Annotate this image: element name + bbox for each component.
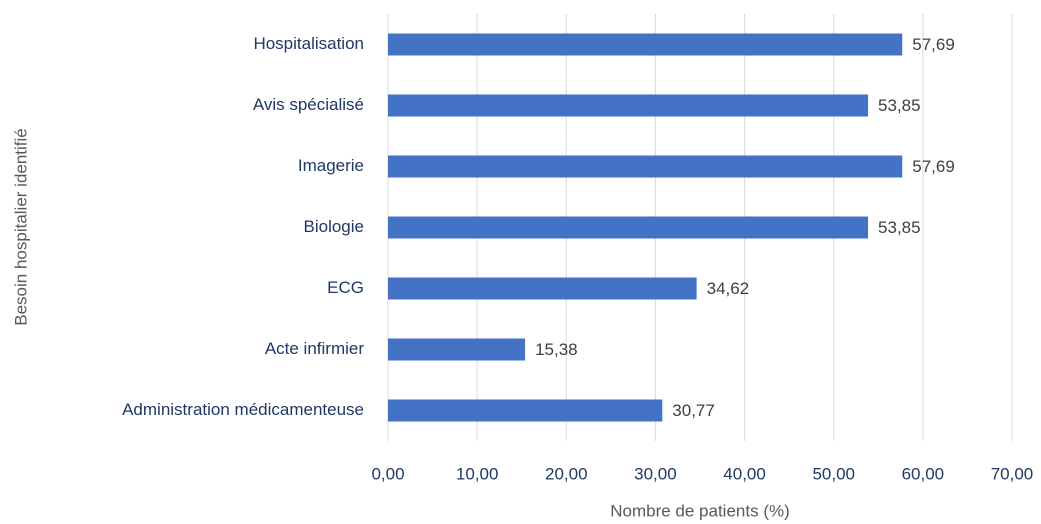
- y-axis-label: Besoin hospitalier identifié: [11, 128, 30, 326]
- value-label: 15,38: [535, 340, 578, 359]
- x-tick-label: 60,00: [902, 464, 945, 483]
- x-tick-label: 20,00: [545, 464, 588, 483]
- bar: [388, 399, 663, 422]
- x-tick-label: 70,00: [991, 464, 1034, 483]
- value-label: 30,77: [672, 401, 715, 420]
- value-label: 53,85: [878, 96, 921, 115]
- x-tick-label: 50,00: [812, 464, 855, 483]
- bar: [388, 33, 903, 56]
- bar: [388, 155, 903, 178]
- y-tick-label: Avis spécialisé: [253, 95, 364, 114]
- bar: [388, 94, 869, 117]
- x-axis-label: Nombre de patients (%): [610, 501, 790, 520]
- y-tick-label: Biologie: [304, 217, 365, 236]
- value-label: 57,69: [912, 157, 955, 176]
- y-tick-label: Hospitalisation: [253, 34, 364, 53]
- x-tick-label: 10,00: [456, 464, 499, 483]
- x-tick-label: 0,00: [371, 464, 404, 483]
- y-tick-label: Imagerie: [298, 156, 364, 175]
- value-label: 53,85: [878, 218, 921, 237]
- bar: [388, 216, 869, 239]
- bar: [388, 338, 526, 361]
- y-tick-label: Acte infirmier: [265, 339, 365, 358]
- y-tick-label: ECG: [327, 278, 364, 297]
- bar: [388, 277, 697, 300]
- value-label: 34,62: [707, 279, 750, 298]
- value-label: 57,69: [912, 35, 955, 54]
- x-tick-label: 40,00: [723, 464, 766, 483]
- y-tick-label: Administration médicamenteuse: [122, 400, 364, 419]
- x-tick-label: 30,00: [634, 464, 677, 483]
